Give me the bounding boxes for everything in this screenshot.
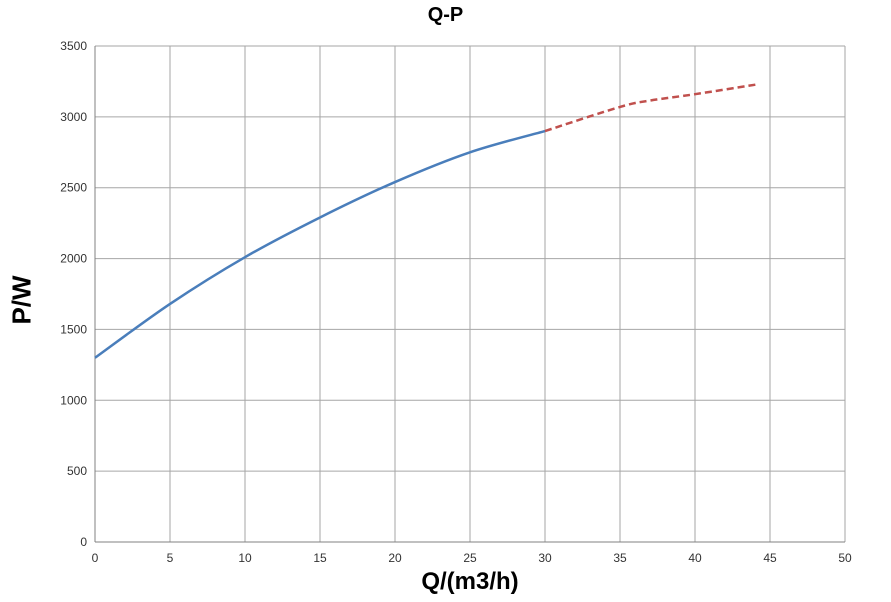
y-tick-label: 2500	[60, 181, 87, 195]
series-line-solid	[94, 129, 546, 359]
x-tick-label: 0	[92, 551, 99, 565]
x-tick-label: 5	[167, 551, 174, 565]
y-tick-label: 3000	[60, 110, 87, 124]
x-tick-label: 10	[238, 551, 252, 565]
y-tick-label: 1500	[60, 322, 87, 336]
y-tick-label: 500	[67, 464, 87, 478]
x-tick-label: 20	[388, 551, 402, 565]
y-tick-label: 1000	[60, 393, 87, 407]
x-tick-label: 15	[313, 551, 327, 565]
series-line-dashed	[544, 83, 759, 133]
chart-title: Q-P	[427, 4, 464, 26]
y-tick-label: 3500	[60, 39, 87, 53]
x-tick-label: 25	[463, 551, 477, 565]
x-tick-label: 45	[763, 551, 777, 565]
x-tick-label: 40	[688, 551, 702, 565]
x-tick-label: 35	[613, 551, 627, 565]
x-axis-label: Q/(m3/h)	[421, 568, 519, 595]
x-tick-label: 30	[538, 551, 552, 565]
y-tick-label: 2000	[60, 252, 87, 266]
x-tick-label: 50	[838, 551, 852, 565]
y-tick-label: 0	[80, 535, 87, 549]
